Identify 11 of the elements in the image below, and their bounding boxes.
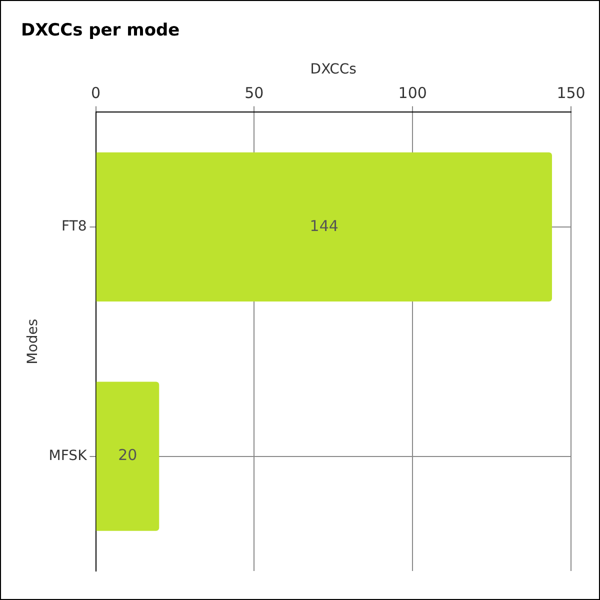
x-tick-label: 0 (90, 84, 101, 102)
y-axis-title: Modes (25, 318, 42, 364)
data-label: 20 (118, 446, 138, 464)
y-tick-label: FT8 (61, 218, 87, 235)
chart-title: DXCCs per mode (21, 20, 180, 41)
x-tick-label: 50 (244, 84, 264, 102)
x-axis-title: DXCCs (310, 61, 356, 78)
data-label: 144 (310, 216, 338, 235)
y-tick-label: MFSK (48, 448, 88, 464)
x-tick-label: 150 (556, 84, 586, 102)
x-tick-label: 100 (398, 84, 427, 102)
